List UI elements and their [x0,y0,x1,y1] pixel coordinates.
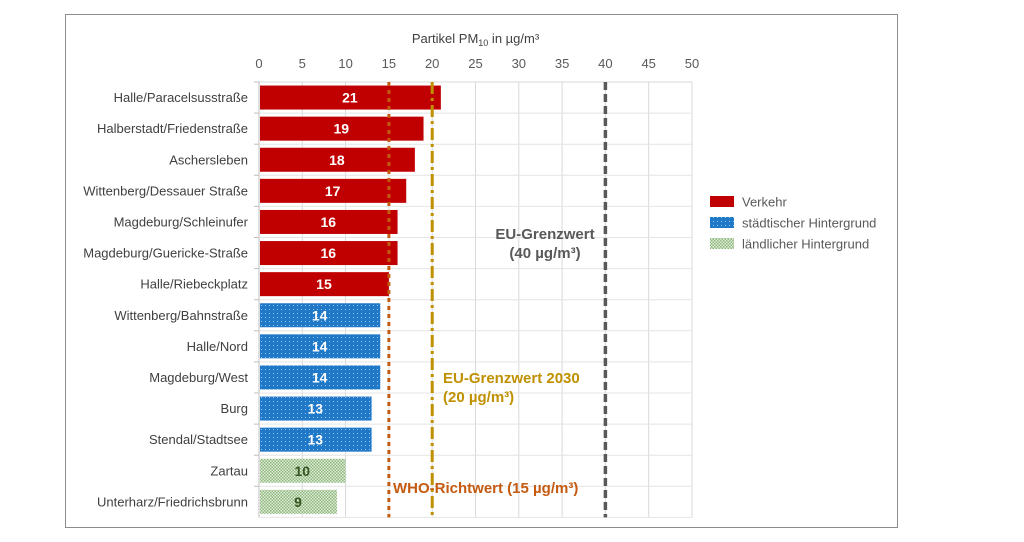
legend-label: Verkehr [742,195,787,210]
category-label: Magdeburg/Guericke-Straße [83,246,248,261]
bar [260,178,407,203]
bar [260,396,372,421]
bar [260,489,337,514]
chart-title: Partikel PM10 in µg/m³ [412,31,540,48]
reference-line-label: (20 µg/m³) [443,389,514,406]
x-tick-label: 20 [425,56,439,71]
bar [260,303,381,328]
bar [260,427,372,452]
category-label: Halle/Nord [187,339,248,354]
legend-swatch [710,217,734,228]
data-label: 14 [312,338,328,354]
reference-line-label: EU-Grenzwert 2030 [443,370,580,387]
data-label: 10 [295,463,311,479]
category-label: Wittenberg/Bahnstraße [114,308,248,323]
data-label: 18 [329,152,345,168]
category-label: Burg [221,401,248,416]
data-label: 14 [312,369,328,385]
bar [260,241,398,266]
category-label: Unterharz/Friedrichsbrunn [97,494,248,509]
x-tick-label: 35 [555,56,569,71]
category-label: Magdeburg/West [149,370,248,385]
x-tick-label: 25 [468,56,482,71]
category-label: Halle/Paracelsusstraße [114,90,248,105]
data-label: 21 [342,90,358,106]
category-label: Halle/Riebeckplatz [140,277,248,292]
reference-line-label: (40 µg/m³) [509,245,580,262]
data-label: 15 [316,276,332,292]
bar [260,458,346,483]
reference-line-label: EU-Grenzwert [495,226,594,243]
bar [260,209,398,234]
bar [260,365,381,390]
category-label: Aschersleben [169,152,248,167]
x-tick-label: 40 [598,56,612,71]
legend-swatch [710,238,734,249]
data-label: 13 [308,401,324,417]
legend-label: städtischer Hintergrund [742,216,876,231]
data-label: 16 [320,214,336,230]
x-tick-label: 5 [299,56,306,71]
category-label: Halberstadt/Friedenstraße [97,121,248,136]
x-tick-label: 50 [685,56,699,71]
data-label: 16 [320,245,336,261]
data-label: 17 [325,183,341,199]
reference-line-label: WHO-Richtwert (15 µg/m³) [393,480,578,497]
data-label: 9 [294,494,302,510]
bar [260,116,424,141]
category-label: Wittenberg/Dessauer Straße [83,183,248,198]
category-label: Magdeburg/Schleinufer [114,214,249,229]
x-tick-label: 0 [255,56,262,71]
legend-swatch [710,196,734,207]
x-tick-label: 30 [512,56,526,71]
legend-label: ländlicher Hintergrund [742,237,869,252]
data-label: 14 [312,307,328,323]
category-label: Stendal/Stadtsee [149,432,248,447]
bar [260,272,389,297]
x-tick-label: 15 [382,56,396,71]
data-label: 19 [333,121,349,137]
category-label: Zartau [210,463,248,478]
data-label: 13 [308,432,324,448]
bar [260,334,381,359]
chart-frame [65,14,898,528]
bar [260,147,415,172]
x-tick-label: 10 [338,56,352,71]
x-tick-label: 45 [641,56,655,71]
bar [260,85,441,110]
